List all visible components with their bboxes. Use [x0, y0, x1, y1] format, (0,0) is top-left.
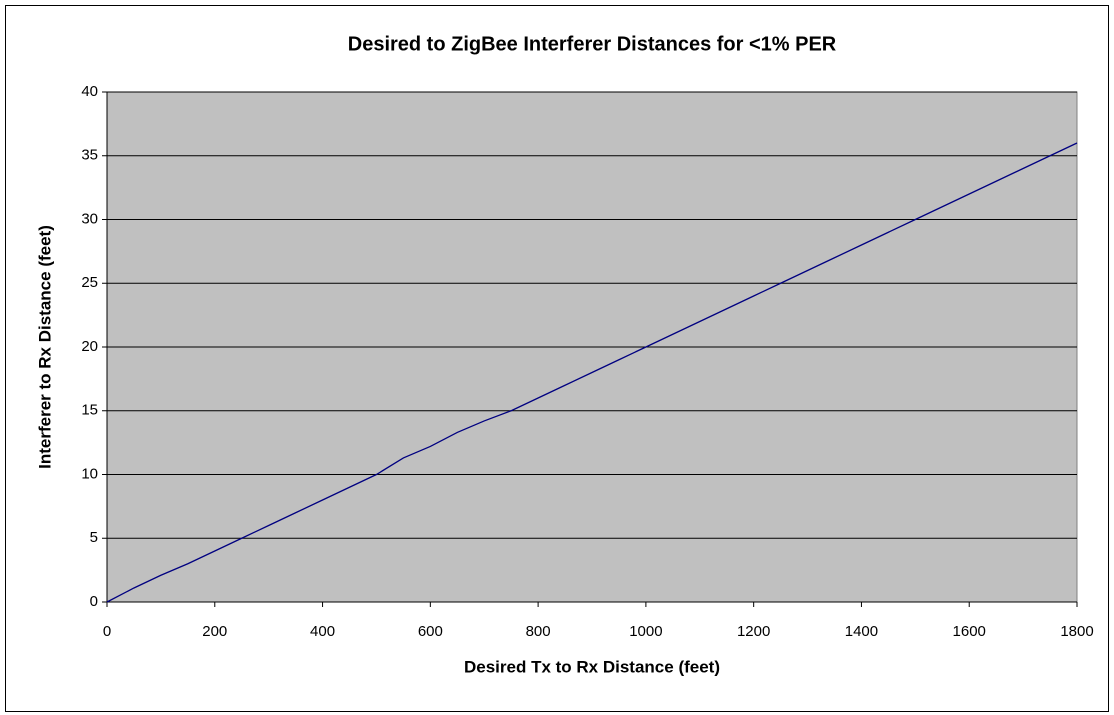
x-tick-label: 800 [526, 623, 551, 640]
y-tick-label: 20 [81, 338, 98, 355]
y-tick-label: 10 [81, 465, 98, 482]
x-tick-label: 1600 [953, 623, 986, 640]
y-tick-label: 40 [81, 83, 98, 100]
x-tick-label: 1200 [737, 623, 770, 640]
y-tick-label: 35 [81, 147, 98, 164]
x-tick-label: 200 [202, 623, 227, 640]
y-tick-label: 15 [81, 402, 98, 419]
x-tick-label: 600 [418, 623, 443, 640]
y-axis-label: Interferer to Rx Distance (feet) [35, 225, 54, 469]
y-tick-label: 30 [81, 210, 98, 227]
x-tick-label: 1400 [845, 623, 878, 640]
chart-title: Desired to ZigBee Interferer Distances f… [348, 33, 837, 55]
x-tick-label: 0 [103, 623, 111, 640]
x-tick-label: 1800 [1060, 623, 1093, 640]
y-tick-label: 25 [81, 274, 98, 291]
x-tick-label: 1000 [629, 623, 662, 640]
y-tick-label: 5 [90, 529, 98, 546]
y-tick-label: 0 [90, 593, 98, 610]
x-tick-label: 400 [310, 623, 335, 640]
x-axis-label: Desired Tx to Rx Distance (feet) [464, 657, 720, 676]
data-line [106, 142, 1078, 603]
